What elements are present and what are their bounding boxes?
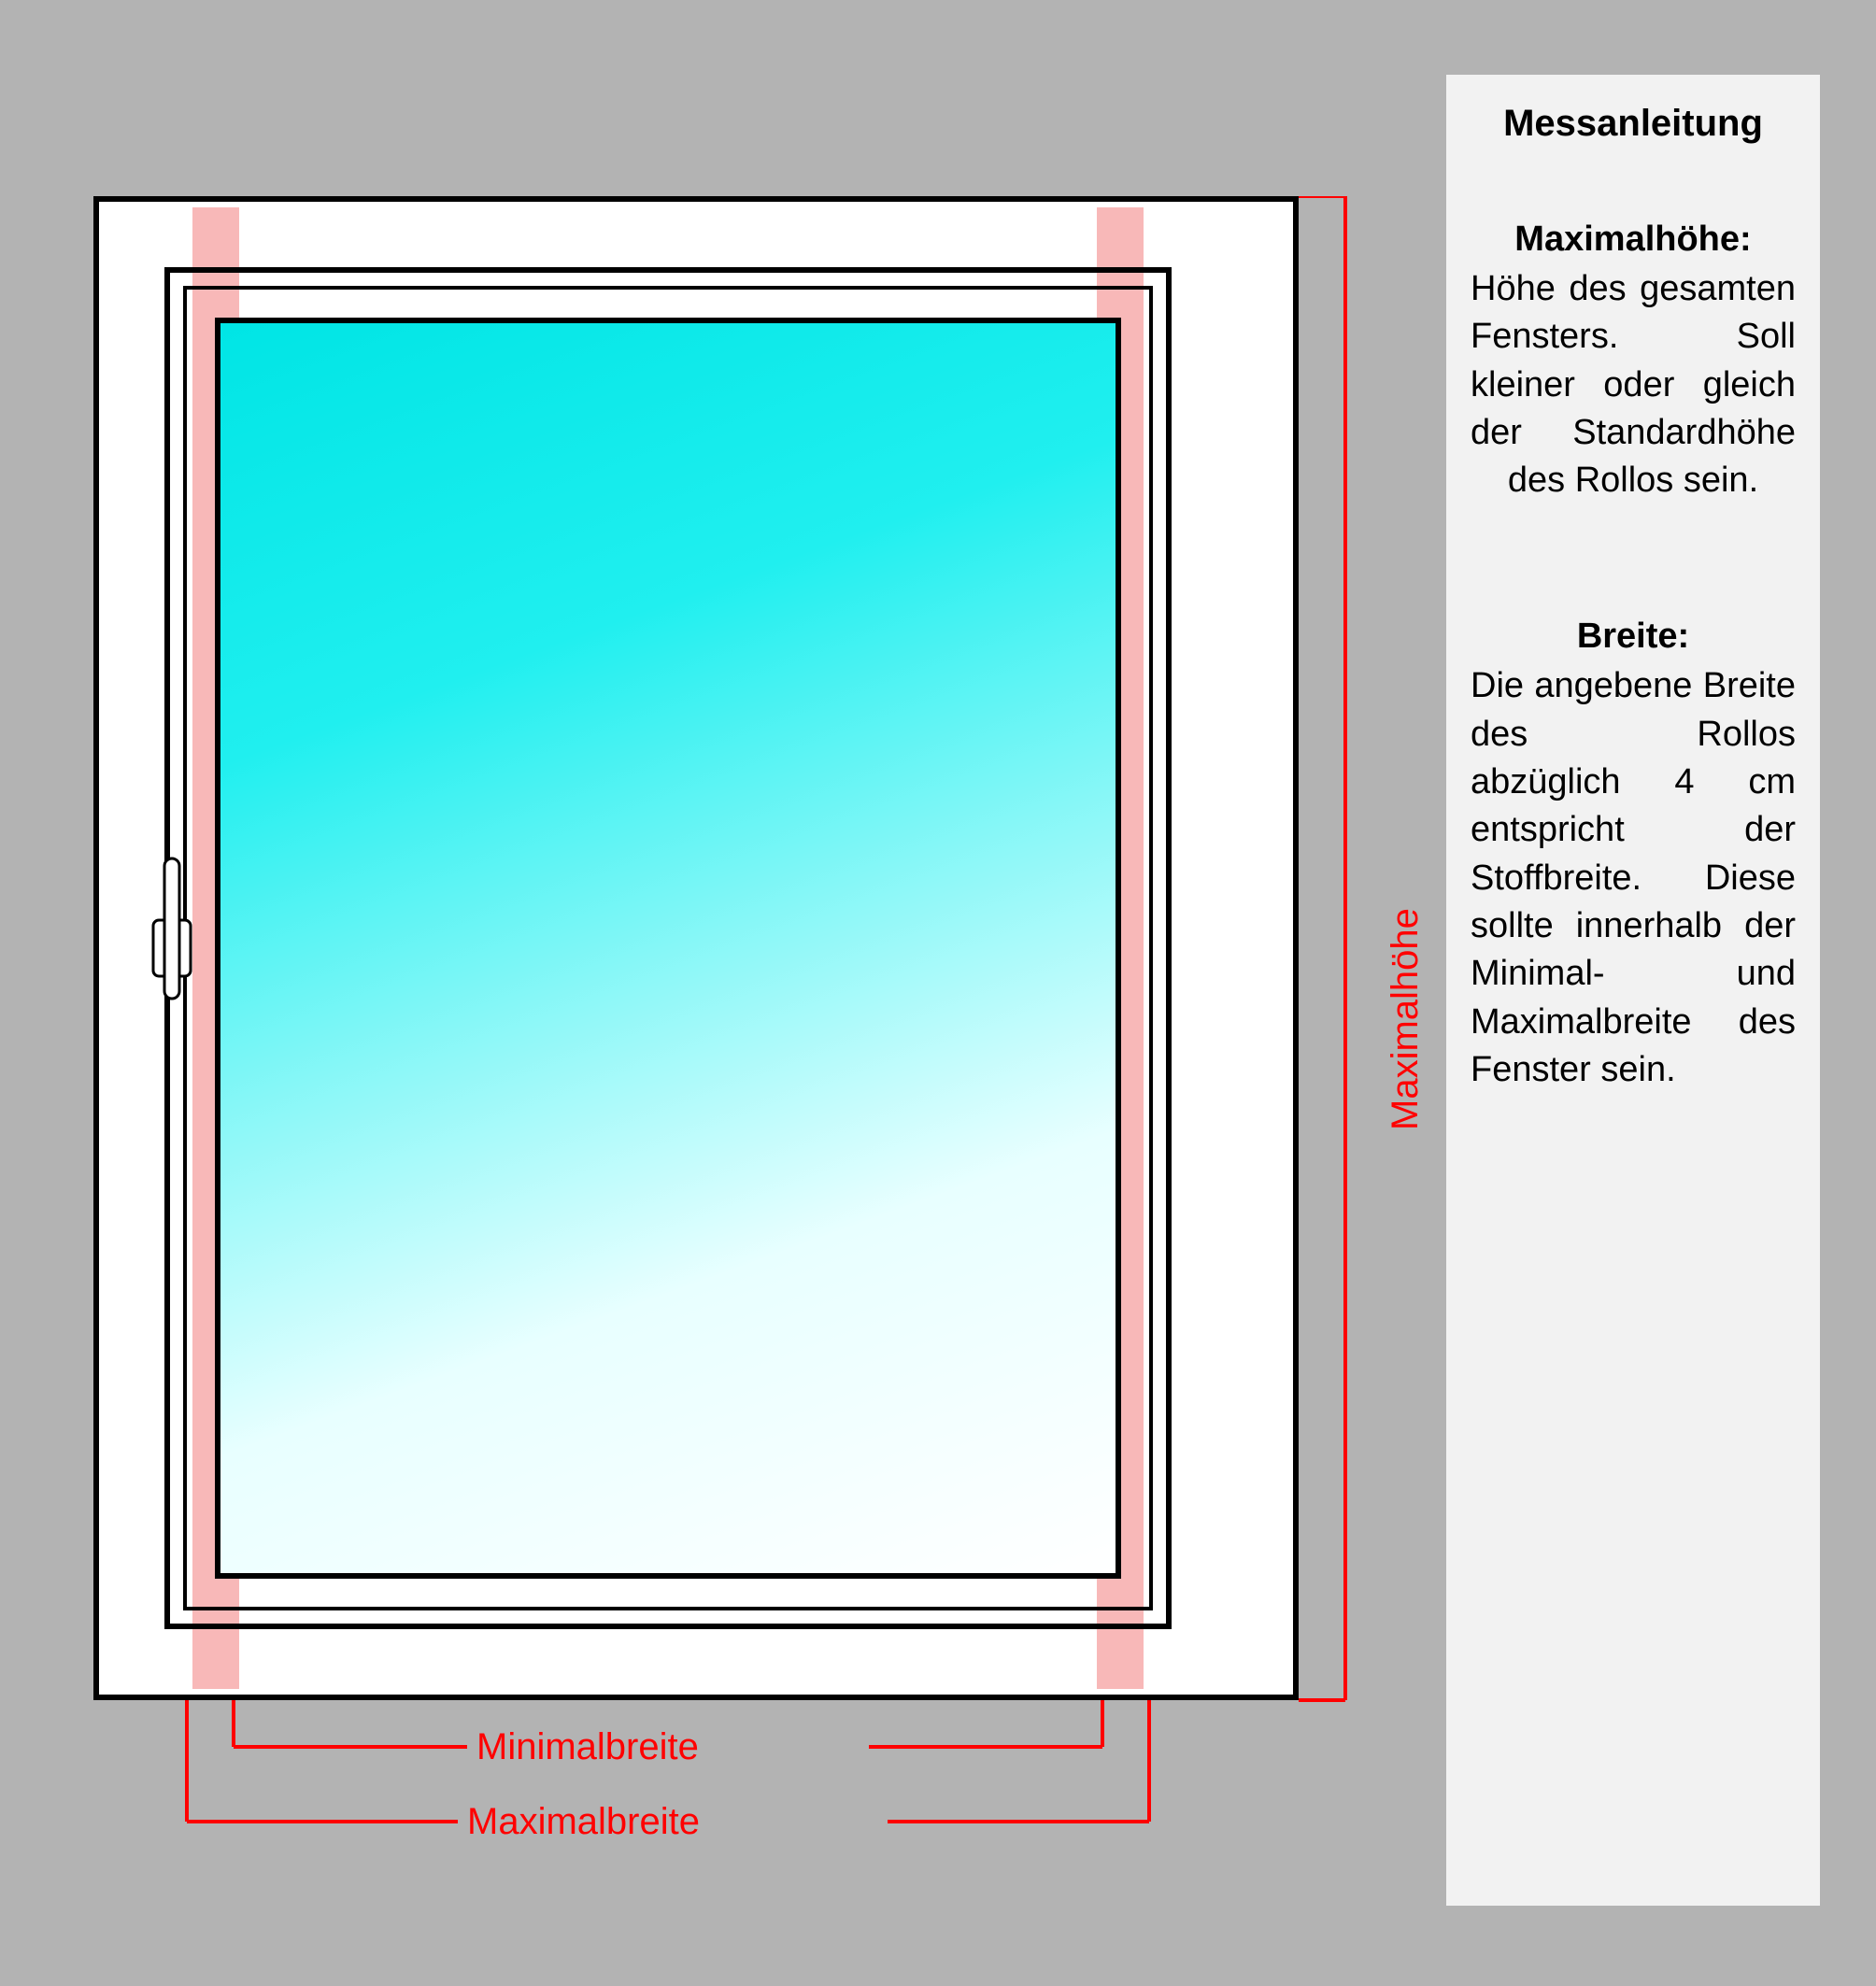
section-heading-maxheight: Maximalhöhe: [1471,220,1796,260]
window-handle-icon [148,855,196,1042]
diagram-stage: Maximalhöhe Minimalbreite Maximalbreite … [0,0,1876,1986]
window-outer-frame [93,196,1299,1700]
window-sash-outer [164,267,1172,1629]
section-heading-width: Breite: [1471,617,1796,657]
window-illustration [93,196,1308,1803]
section-body-maxheight: Höhe des ge­samten Fensters. Soll kleine… [1471,265,1796,504]
window-glass [215,318,1121,1579]
info-panel: Messanleitung Maximalhöhe: Höhe des ge­s… [1446,75,1820,1906]
panel-title: Messanleitung [1471,103,1796,145]
label-maximalhoehe: Maximalhöhe [1385,908,1427,1130]
section-body-width: Die angebene Breite des Rol­los abzüglic… [1471,662,1796,1094]
label-maximalbreite: Maximalbreite [467,1801,700,1843]
